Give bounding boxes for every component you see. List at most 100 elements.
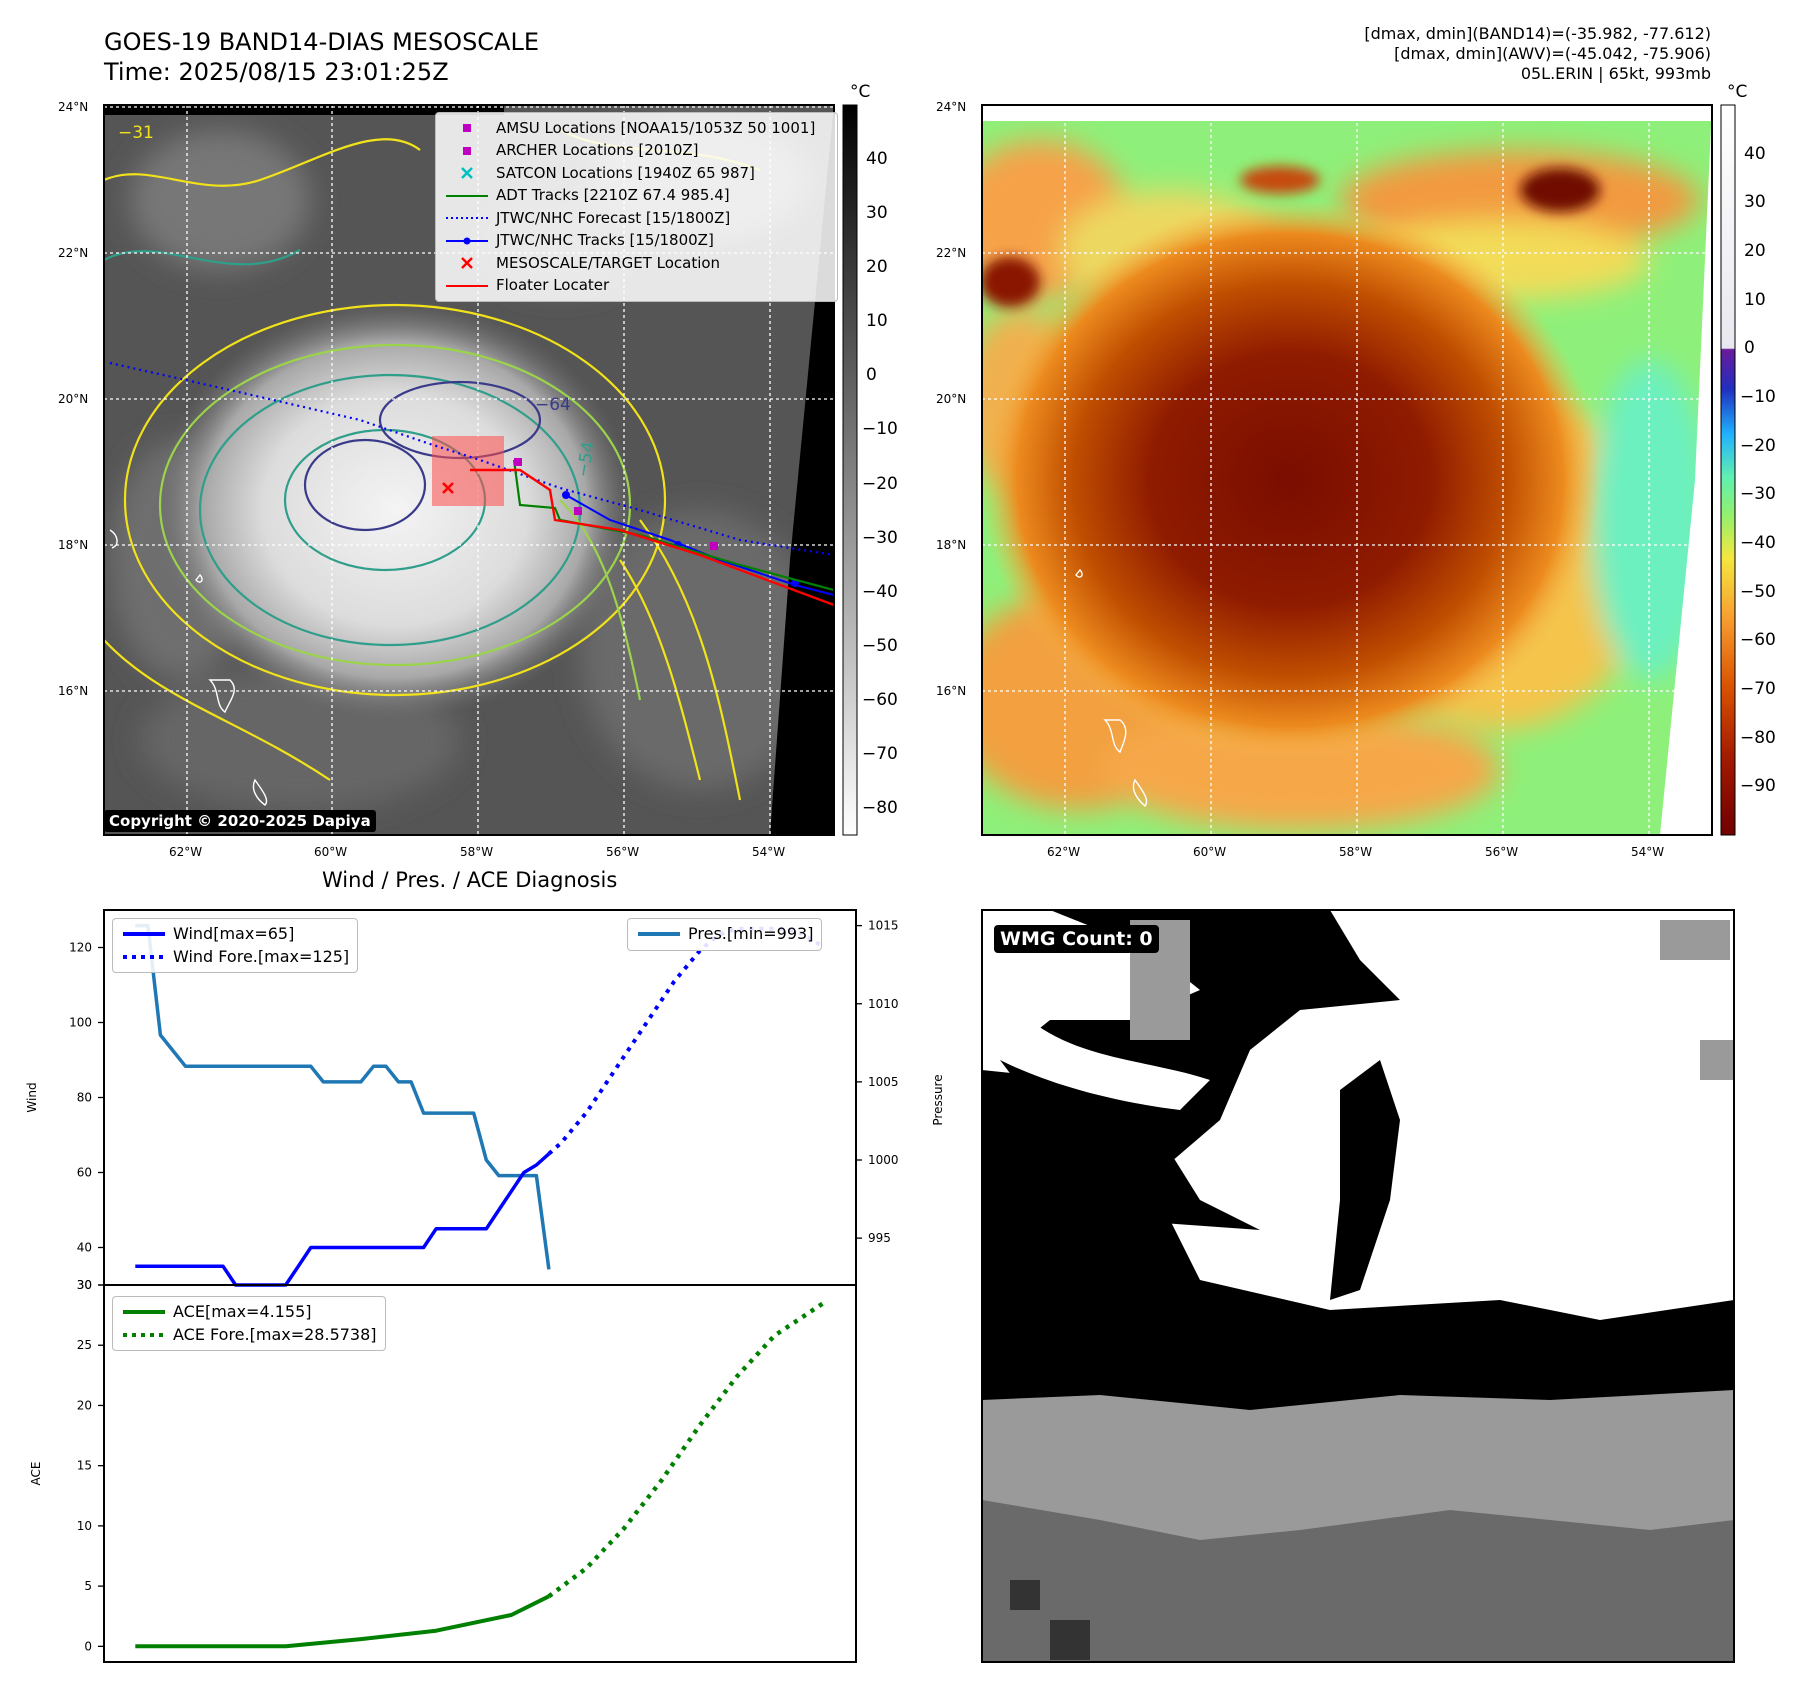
info-awv: [dmax, dmin](AWV)=(-45.042, -75.906)	[1394, 44, 1711, 63]
y-tick-label: 80	[77, 1091, 92, 1105]
y-tick-label: 60	[77, 1166, 92, 1180]
legend-entry: ARCHER Locations [2010Z]	[444, 140, 829, 163]
legend-entry: SATCON Locations [1940Z 65 987]	[444, 162, 829, 185]
ace-forecast-line	[547, 1300, 826, 1599]
lon-tick-label: 54°W	[752, 845, 786, 859]
legend-swatch	[121, 1326, 167, 1344]
legend-label: ACE[max=4.155]	[173, 1302, 312, 1321]
pressure-line	[135, 923, 551, 1270]
pressure-legend: Pres.[min=993]	[627, 918, 823, 951]
info-storm: 05L.ERIN | 65kt, 993mb	[1520, 64, 1711, 83]
ir-colorbar-tick: −40	[862, 581, 898, 602]
legend-entry: Pres.[min=993]	[636, 923, 813, 946]
awv-storm-core	[982, 200, 1600, 760]
lon-tick-label: 60°W	[1193, 845, 1227, 859]
legend-entry: Wind Fore.[max=125]	[121, 946, 349, 969]
lat-tick-label: 16°N	[58, 684, 89, 698]
wmg-black-spur	[1330, 1060, 1400, 1300]
ir-colorbar-tick: 40	[866, 149, 888, 170]
y-tick-label: 30	[77, 1278, 92, 1292]
wind-pressure-chart: 30 40 60 80 100 120 995 1000 1005 1010 1015 Wind Pre…	[25, 909, 945, 1292]
diagnosis-title: Wind / Pres. / ACE Diagnosis	[322, 868, 618, 892]
y-tick-label: 120	[69, 941, 92, 955]
ir-colorbar-tick: −80	[862, 797, 898, 818]
legend-swatch	[121, 925, 167, 943]
awv-coastlines	[1075, 568, 1148, 807]
legend-entry: MESOSCALE/TARGET Location	[444, 252, 829, 275]
wind-axis-label: Wind	[25, 1082, 39, 1112]
ir-colorbar-unit: °C	[850, 82, 871, 102]
awv-colorbar-tick: −10	[1740, 387, 1776, 407]
y-tick-label: 1000	[868, 1153, 899, 1167]
lat-tick-label: 24°N	[58, 100, 89, 114]
legend-entry: JTWC/NHC Tracks [15/1800Z]	[444, 230, 829, 253]
legend-entry: Floater Locater	[444, 275, 829, 298]
pressure-axis-label: Pressure	[931, 1074, 945, 1125]
ir-colorbar	[842, 104, 858, 836]
ir-colorbar-tick: −60	[862, 689, 898, 710]
amsu-archer-markers	[514, 458, 718, 550]
wind-legend: Wind[max=65] Wind Fore.[max=125]	[112, 918, 359, 973]
awv-colorbar-tick: 10	[1744, 289, 1766, 310]
ir-colorbar-tick: 20	[866, 257, 888, 278]
ir-coastlines	[109, 529, 268, 806]
awv-colorbar-tick: −50	[1740, 581, 1776, 602]
legend-swatch	[444, 187, 490, 205]
legend-label: ACE Fore.[max=28.5738]	[173, 1324, 377, 1344]
y-tick-label: 40	[77, 1241, 92, 1255]
lat-tick-label: 20°N	[936, 392, 967, 406]
wmg-black-band	[982, 1070, 1260, 1230]
awv-colorbar-tick: −30	[1740, 484, 1776, 505]
y-tick-label: 10	[77, 1519, 92, 1533]
ir-storm-cloud	[155, 300, 635, 720]
legend-swatch	[444, 142, 490, 160]
lat-tick-label: 18°N	[936, 538, 967, 552]
y-tick-label: 0	[84, 1639, 92, 1653]
lat-tick-label: 20°N	[58, 392, 89, 406]
ir-colorbar-tick: −50	[862, 635, 898, 656]
lon-tick-label: 60°W	[314, 845, 348, 859]
awv-nodata-top	[982, 105, 1712, 121]
lat-tick-label: 22°N	[936, 246, 967, 260]
y-tick-label: 25	[77, 1338, 92, 1352]
wmg-gray-patch-2	[1660, 920, 1730, 960]
copyright-badge: Copyright © 2020-2025 Dapiya	[104, 810, 376, 832]
awv-colorbar-tick: 40	[1744, 143, 1766, 164]
y-tick-label: 1015	[868, 919, 899, 933]
legend-label: Wind Fore.[max=125]	[173, 946, 350, 966]
map-legend: AMSU Locations [NOAA15/1053Z 50 1001] ARC…	[435, 112, 838, 302]
legend-swatch	[121, 1303, 167, 1321]
wmg-gray-patch-3	[1700, 1040, 1734, 1080]
contour-label-31: −31	[118, 123, 154, 143]
ace-legend: ACE[max=4.155] ACE Fore.[max=28.5738]	[112, 1296, 386, 1351]
y-tick-label: 20	[77, 1398, 92, 1412]
legend-swatch	[444, 254, 490, 272]
legend-label: Wind[max=65]	[173, 924, 295, 943]
ace-axis-label: ACE	[29, 1462, 43, 1486]
awv-map-frame	[981, 104, 1713, 836]
legend-label: AMSU Locations [NOAA15/1053Z 50 1001]	[496, 118, 816, 137]
ace-line	[135, 1594, 550, 1649]
legend-swatch	[121, 948, 167, 966]
wind-line	[135, 1152, 551, 1287]
y-tick-label: 100	[69, 1016, 92, 1030]
legend-entry: JTWC/NHC Forecast [15/1800Z]	[444, 207, 829, 230]
chart-frame	[103, 1284, 857, 1663]
awv-colorbar-unit: °C	[1727, 82, 1748, 102]
wmg-count-label: WMG Count: 0	[994, 925, 1159, 953]
ir-colorbar-tick: 30	[866, 203, 888, 224]
y-tick-label: 995	[868, 1231, 891, 1245]
legend-label: ARCHER Locations [2010Z]	[496, 141, 699, 160]
lat-tick-label: 22°N	[58, 246, 89, 260]
lon-tick-label: 58°W	[1339, 845, 1373, 859]
ir-colorbar-tick: −20	[862, 473, 898, 494]
wmg-dark-block-2	[1050, 1620, 1090, 1660]
wmg-panel	[981, 909, 1735, 1663]
figure-time: Time: 2025/08/15 23:01:25Z	[104, 58, 449, 86]
info-band14: [dmax, dmin](BAND14)=(-35.982, -77.612)	[1364, 24, 1711, 43]
lon-tick-label: 58°W	[460, 845, 494, 859]
legend-swatch	[444, 209, 490, 227]
legend-entry: ACE Fore.[max=28.5738]	[121, 1324, 377, 1347]
figure-title: GOES-19 BAND14-DIAS MESOSCALE	[104, 28, 540, 56]
